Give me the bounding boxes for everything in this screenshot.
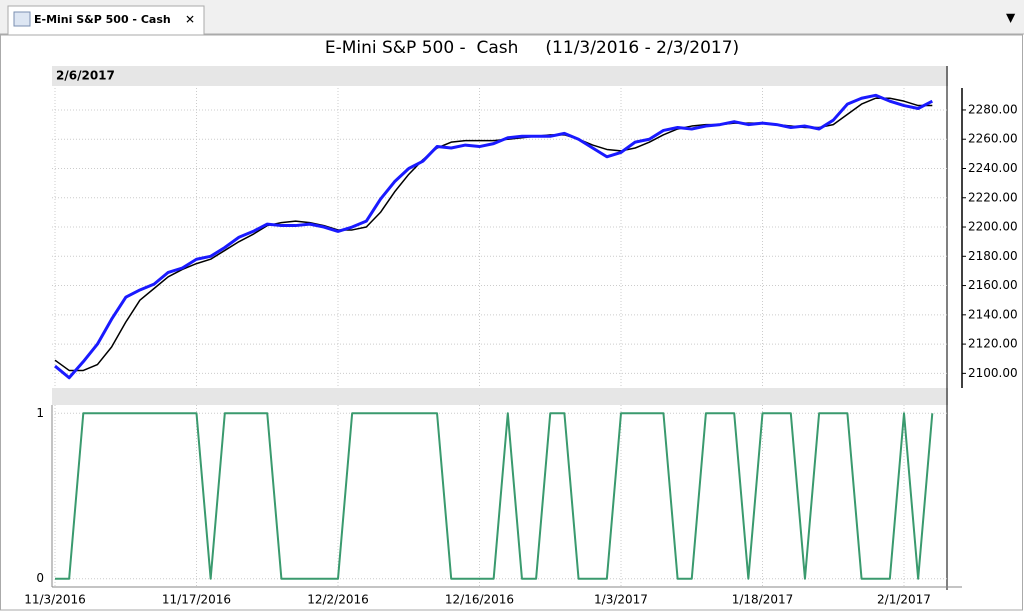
frame — [0, 34, 1023, 611]
y-tick-label: 2280.00 — [968, 102, 1018, 116]
y-tick-label: 2120.00 — [968, 337, 1018, 351]
tab-close[interactable]: ✕ — [185, 13, 195, 27]
tab[interactable] — [7, 5, 205, 36]
y-tick-label: 2260.00 — [968, 132, 1018, 146]
tab-menu[interactable]: ▼ — [1006, 11, 1016, 25]
x-tick-label: 2/1/2017 — [877, 593, 931, 607]
y-tick-label: 1 — [36, 406, 44, 420]
chart-title: E-Mini S&P 500 - Cash (11/3/2016 - 2/3/2… — [325, 38, 739, 58]
y-tick-label: 2220.00 — [968, 190, 1018, 204]
x-tick-label: 11/17/2016 — [162, 593, 231, 607]
y-tick-label: 2200.00 — [968, 220, 1018, 234]
tab-title: E-Mini S&P 500 - Cash — [34, 13, 171, 26]
panel-header — [52, 66, 948, 86]
x-tick-label: 12/16/2016 — [445, 593, 514, 607]
y-tick-label: 2140.00 — [968, 307, 1018, 321]
series-line — [55, 412, 934, 580]
panel-separator — [52, 388, 948, 405]
y-tick-label: 2240.00 — [968, 161, 1018, 175]
x-tick-label: 1/3/2017 — [594, 593, 648, 607]
y-tick-label: 2180.00 — [968, 249, 1018, 263]
y-tick-label: 2160.00 — [968, 278, 1018, 292]
y-tick-label: 0 — [36, 571, 44, 585]
series-line — [54, 93, 933, 380]
date-label: 2/6/2017 — [56, 69, 115, 83]
tab-icon — [13, 11, 31, 27]
x-tick-label: 1/18/2017 — [732, 593, 794, 607]
x-tick-label: 11/3/2016 — [24, 593, 86, 607]
y-tick-label: 2100.00 — [968, 366, 1018, 380]
x-tick-label: 12/2/2016 — [307, 593, 369, 607]
